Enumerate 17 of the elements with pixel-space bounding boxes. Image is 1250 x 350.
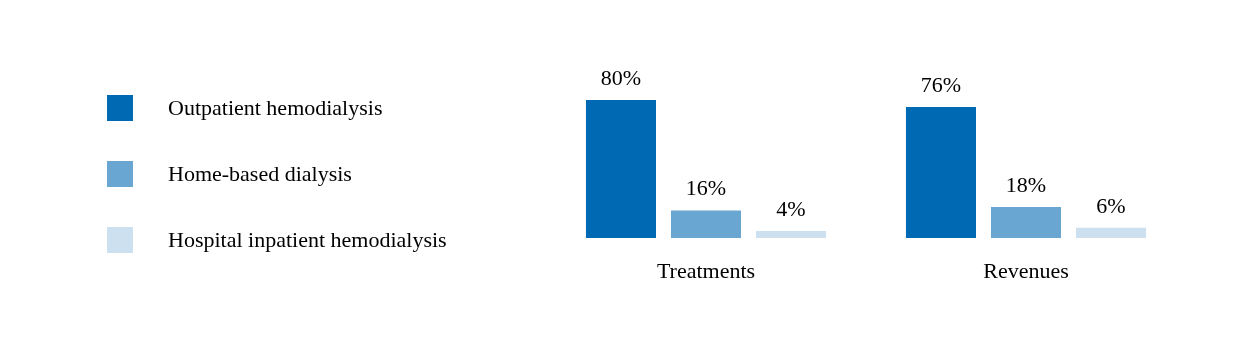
bar [755,231,827,238]
data-label: 4% [776,196,806,222]
data-label: 6% [1096,192,1126,218]
x-tick-label: Treatments [656,257,756,283]
bar [670,210,742,238]
x-tick-label: Revenues [983,257,1069,283]
data-label: 16% [685,175,727,201]
data-label: 80% [600,65,642,90]
bar [990,206,1062,238]
legend-label: Home-based dialysis [168,161,352,186]
data-label: 18% [1005,171,1047,197]
legend-label: Outpatient hemodialysis [168,95,383,120]
legend-label: Hospital inpatient hemodialysis [168,227,447,252]
bar [1075,227,1147,238]
data-label: 76% [920,71,962,97]
bar [905,106,977,238]
bar [585,100,657,238]
